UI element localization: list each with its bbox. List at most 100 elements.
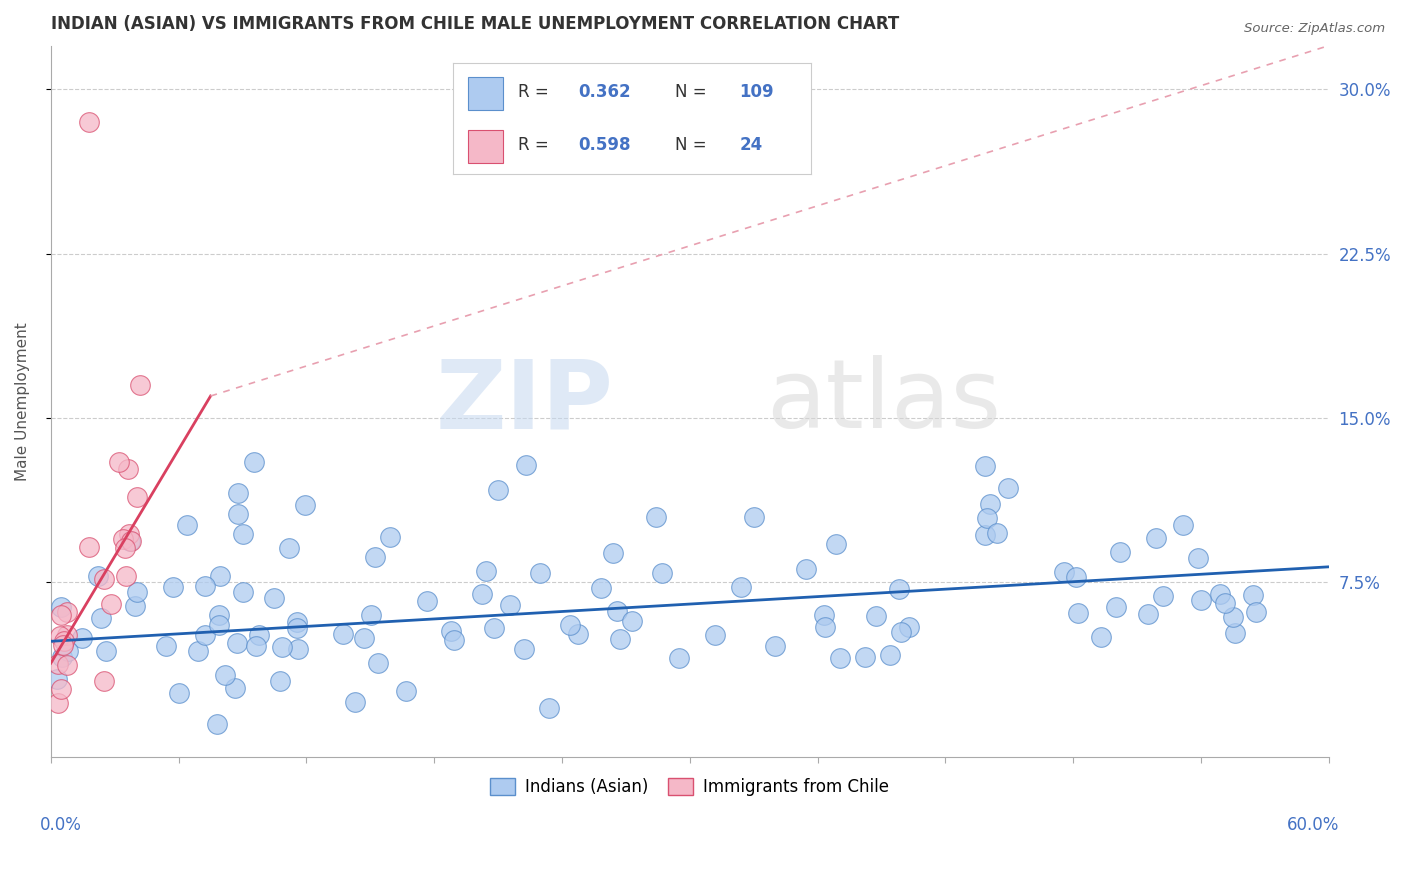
Point bbox=[897, 620, 920, 634]
Point bbox=[176, 517, 198, 532]
Point bbox=[440, 624, 463, 638]
Point bbox=[1213, 596, 1236, 610]
Point bbox=[609, 632, 631, 647]
Point bbox=[209, 568, 232, 582]
Point bbox=[70, 631, 93, 645]
Text: ZIP: ZIP bbox=[436, 355, 613, 448]
Point bbox=[46, 672, 69, 686]
Point bbox=[986, 526, 1008, 541]
Point bbox=[208, 617, 231, 632]
Point bbox=[602, 546, 624, 560]
Point bbox=[112, 532, 135, 546]
Point bbox=[224, 681, 246, 695]
Text: 0.0%: 0.0% bbox=[41, 816, 82, 834]
Point bbox=[644, 510, 666, 524]
Point bbox=[77, 115, 100, 129]
Point bbox=[360, 608, 382, 623]
Point bbox=[1104, 599, 1126, 614]
Point bbox=[232, 526, 254, 541]
Point bbox=[343, 695, 366, 709]
Point bbox=[51, 599, 73, 614]
Point bbox=[865, 608, 887, 623]
Point bbox=[1244, 605, 1267, 619]
Point bbox=[1108, 545, 1130, 559]
Point bbox=[979, 497, 1001, 511]
Point bbox=[277, 541, 299, 555]
Point bbox=[974, 458, 997, 473]
Point bbox=[1171, 518, 1194, 533]
Point bbox=[187, 643, 209, 657]
Point bbox=[1187, 550, 1209, 565]
Point bbox=[263, 591, 285, 605]
Point bbox=[285, 621, 308, 635]
Point bbox=[1189, 593, 1212, 607]
Point bbox=[591, 581, 613, 595]
Point bbox=[93, 572, 115, 586]
Point bbox=[763, 639, 786, 653]
Text: INDIAN (ASIAN) VS IMMIGRANTS FROM CHILE MALE UNEMPLOYMENT CORRELATION CHART: INDIAN (ASIAN) VS IMMIGRANTS FROM CHILE … bbox=[51, 15, 898, 33]
Point bbox=[49, 607, 72, 622]
Point bbox=[380, 530, 402, 544]
Point bbox=[208, 608, 231, 623]
Point bbox=[52, 638, 75, 652]
Point bbox=[813, 607, 835, 622]
Point bbox=[796, 562, 818, 576]
Point bbox=[226, 507, 249, 521]
Point bbox=[889, 582, 911, 597]
Point bbox=[974, 528, 997, 542]
Point bbox=[129, 378, 152, 392]
Point bbox=[443, 633, 465, 648]
Point bbox=[162, 580, 184, 594]
Point bbox=[46, 696, 69, 710]
Point bbox=[100, 597, 122, 611]
Point bbox=[830, 651, 852, 665]
Point bbox=[232, 585, 254, 599]
Point bbox=[124, 599, 146, 613]
Point bbox=[205, 717, 228, 731]
Point bbox=[269, 674, 291, 689]
Point bbox=[475, 564, 498, 578]
Point bbox=[363, 549, 385, 564]
Legend: Indians (Asian), Immigrants from Chile: Indians (Asian), Immigrants from Chile bbox=[484, 771, 896, 803]
Point bbox=[294, 498, 316, 512]
Point bbox=[245, 640, 267, 654]
Point bbox=[77, 540, 100, 554]
Point bbox=[1064, 570, 1087, 584]
Point bbox=[486, 483, 509, 497]
Point bbox=[353, 632, 375, 646]
Point bbox=[287, 615, 309, 629]
Point bbox=[1152, 589, 1174, 603]
Point bbox=[51, 649, 73, 664]
Point bbox=[194, 579, 217, 593]
Text: 60.0%: 60.0% bbox=[1286, 816, 1340, 834]
Point bbox=[538, 701, 561, 715]
Text: atlas: atlas bbox=[766, 355, 1001, 448]
Point bbox=[287, 642, 309, 657]
Point bbox=[730, 580, 752, 594]
Point bbox=[55, 658, 77, 673]
Point bbox=[117, 462, 139, 476]
Point bbox=[394, 684, 416, 698]
Point bbox=[194, 627, 217, 641]
Point bbox=[51, 682, 73, 697]
Point bbox=[56, 644, 79, 658]
Point bbox=[1137, 607, 1160, 622]
Point bbox=[120, 534, 142, 549]
Point bbox=[416, 594, 439, 608]
Point bbox=[125, 584, 148, 599]
Point bbox=[853, 650, 876, 665]
Point bbox=[155, 640, 177, 654]
Point bbox=[226, 636, 249, 650]
Point bbox=[482, 621, 505, 635]
Point bbox=[890, 625, 912, 640]
Point bbox=[247, 628, 270, 642]
Point bbox=[332, 627, 354, 641]
Point bbox=[879, 648, 901, 662]
Point bbox=[558, 618, 581, 632]
Point bbox=[824, 537, 846, 551]
Point bbox=[56, 605, 79, 619]
Point bbox=[606, 604, 628, 618]
Point bbox=[271, 640, 294, 655]
Point bbox=[515, 458, 537, 472]
Point bbox=[1090, 630, 1112, 644]
